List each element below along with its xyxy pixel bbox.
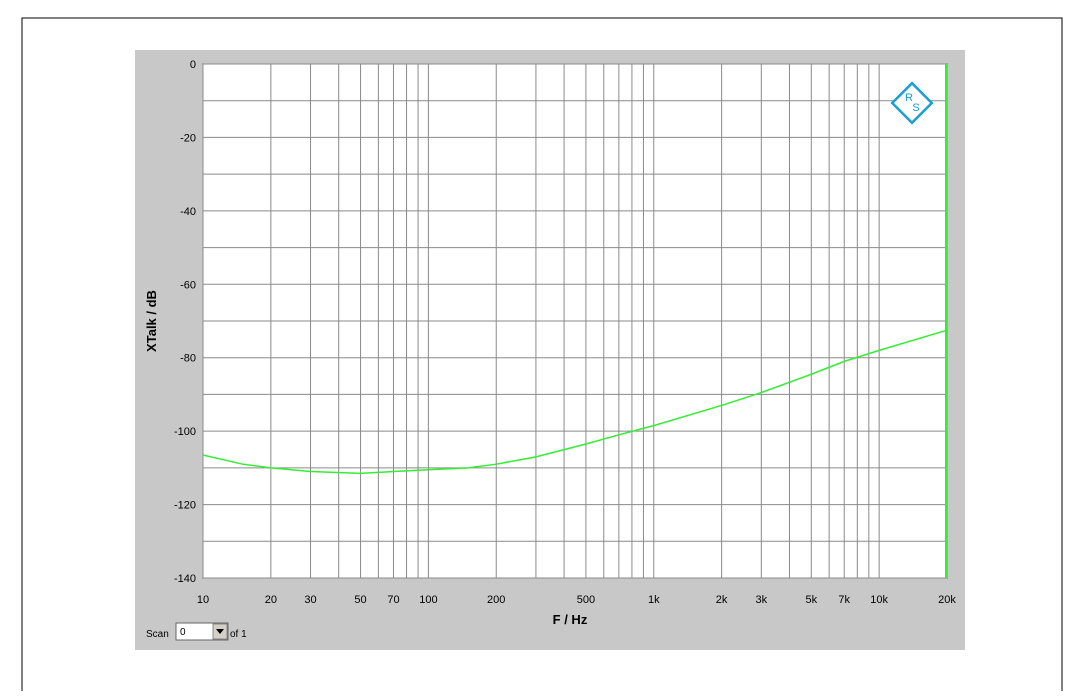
y-axis-label: XTalk / dB — [144, 290, 159, 352]
x-tick-label: 1k — [648, 594, 660, 606]
y-tick-label: -60 — [180, 279, 196, 291]
x-tick-label: 20k — [938, 594, 956, 606]
x-tick-label: 30 — [304, 594, 316, 606]
y-tick-label: 0 — [190, 59, 196, 71]
y-tick-label: -100 — [174, 426, 196, 438]
x-tick-label: 20 — [265, 594, 277, 606]
y-tick-label: -40 — [180, 206, 196, 218]
logo: R S — [890, 81, 934, 125]
x-tick-label: 3k — [755, 594, 767, 606]
x-tick-label: 5k — [805, 594, 817, 606]
scan-of: of 1 — [230, 629, 247, 640]
y-tick-label: -120 — [174, 500, 196, 512]
data-line — [202, 329, 948, 475]
x-tick-label: 100 — [419, 594, 437, 606]
svg-text:S: S — [912, 102, 919, 114]
x-tick-label: 10 — [197, 594, 209, 606]
x-tick-label: 200 — [487, 594, 505, 606]
y-tick-label: -80 — [180, 353, 196, 365]
scan-label: Scan — [146, 629, 169, 640]
x-tick-label: 70 — [387, 594, 399, 606]
scan-value: 0 — [180, 627, 186, 638]
svg-text:R: R — [905, 92, 913, 104]
dropdown-arrow — [216, 629, 224, 634]
x-tick-label: 7k — [838, 594, 850, 606]
x-tick-label: 500 — [577, 594, 595, 606]
x-tick-label: 10k — [870, 594, 888, 606]
x-tick-label: 50 — [354, 594, 366, 606]
x-tick-label: 2k — [716, 594, 728, 606]
x-axis-label: F / Hz — [553, 612, 588, 627]
y-tick-label: -20 — [180, 132, 196, 144]
y-tick-label: -140 — [174, 573, 196, 585]
